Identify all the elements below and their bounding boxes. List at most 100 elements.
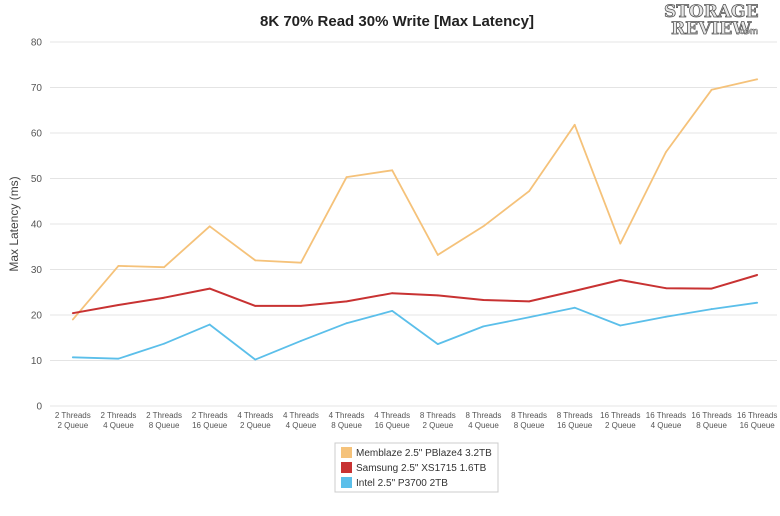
x-tick-label-threads: 16 Threads [646,411,686,420]
legend-box [334,442,499,493]
x-tick-label-queue: 8 Queue [331,421,362,430]
data-point [573,123,576,126]
x-tick-label-threads: 4 Threads [237,411,273,420]
y-tick-label: 0 [36,402,42,413]
legend-label-memblaze: Memblaze 2.5" PBlaze4 3.2TB [356,448,492,459]
data-point [163,296,165,299]
x-tick-label-threads: 2 Threads [55,411,91,420]
data-point [665,287,667,290]
data-point [391,169,394,172]
data-point [391,292,394,295]
data-point [482,299,485,301]
data-point [710,287,713,290]
x-tick-label-threads: 4 Threads [283,411,319,420]
series-lines [71,78,759,361]
x-tick-label-queue: 16 Queue [557,421,593,430]
x-tick-label-queue: 16 Queue [740,421,776,430]
data-point [71,312,74,315]
series-line-memblaze [72,78,758,321]
logo-bottom-text: REVIEW [671,19,752,39]
data-point [710,88,713,91]
x-tick-label-threads: 8 Threads [557,411,593,420]
x-tick-label-threads: 2 Threads [146,411,182,420]
data-point [254,358,257,361]
data-point [573,306,576,309]
x-tick-label-threads: 8 Threads [511,411,547,420]
x-tick-label-queue: 4 Queue [286,421,317,430]
series-line-intel [72,301,758,361]
data-point [619,324,622,327]
legend-swatch-intel [341,477,352,488]
x-tick-label-threads: 8 Threads [420,411,456,420]
data-point [345,300,348,303]
x-tick-label-queue: 4 Queue [651,421,682,430]
y-tick-label: 60 [31,129,43,140]
data-point [208,323,211,326]
x-tick-label-threads: 4 Threads [329,411,365,420]
logo-suffix-text: .com [737,26,758,36]
x-tick-label-threads: 2 Threads [101,411,137,420]
data-point [436,294,439,297]
legend-label-samsung: Samsung 2.5" XS1715 1.6TB [356,463,487,474]
data-point [163,266,165,269]
data-point [163,342,165,345]
x-tick-label-queue: 16 Queue [192,421,228,430]
data-point [345,176,348,179]
y-tick-label: 30 [31,265,43,276]
data-point [117,357,120,360]
data-point [71,356,74,359]
data-point [117,264,120,267]
y-tick-label: 20 [31,311,43,322]
data-point [436,343,439,346]
data-point [756,301,759,304]
x-tick-label-queue: 2 Queue [57,421,88,430]
x-tick-label-queue: 8 Queue [514,421,545,430]
gridlines [50,41,777,407]
x-tick-label-threads: 16 Threads [691,411,731,420]
data-point [208,287,211,290]
data-point [117,304,120,306]
x-tick-label-queue: 8 Queue [696,421,727,430]
data-point [300,261,302,264]
legend-swatch-samsung [341,462,352,473]
data-point [528,316,530,319]
x-tick-label-queue: 2 Queue [605,421,636,430]
data-point [528,190,530,193]
data-point [482,225,485,228]
data-point [528,300,530,303]
data-point [391,310,394,312]
y-tick-label: 80 [31,38,43,49]
data-point [300,340,302,342]
x-tick-label-queue: 4 Queue [103,421,134,430]
legend: Memblaze 2.5" PBlaze4 3.2TB Samsung 2.5"… [334,442,499,493]
legend-label-intel: Intel 2.5" P3700 2TB [356,478,448,489]
x-tick-label-queue: 16 Queue [375,421,411,430]
data-point [756,78,759,81]
series-line-samsung [72,274,758,315]
x-tick-label-queue: 2 Queue [422,421,453,430]
data-point [710,308,713,310]
data-point [254,259,257,262]
x-tick-label-threads: 8 Threads [466,411,502,420]
data-point [300,305,302,307]
storage-review-logo: STORAGE REVIEW .com [664,2,759,40]
data-point [619,242,622,245]
x-tick-label-queue: 8 Queue [149,421,180,430]
x-tick-label-threads: 16 Threads [600,411,640,420]
y-axis-label: Max Latency (ms) [7,176,21,271]
legend-swatch-memblaze [341,447,352,458]
y-tick-label: 70 [31,83,43,94]
x-tick-label-threads: 2 Threads [192,411,228,420]
logo-top-text: STORAGE [664,2,759,22]
data-point [482,325,485,328]
y-tick-label: 50 [31,174,43,185]
data-point [665,315,667,318]
data-point [436,254,439,256]
data-point [619,279,622,281]
data-point [71,318,74,321]
data-point [665,151,667,154]
data-point [573,289,576,292]
data-point [208,225,211,228]
y-tick-labels: 0 10 20 30 40 50 60 70 80 [31,38,43,413]
